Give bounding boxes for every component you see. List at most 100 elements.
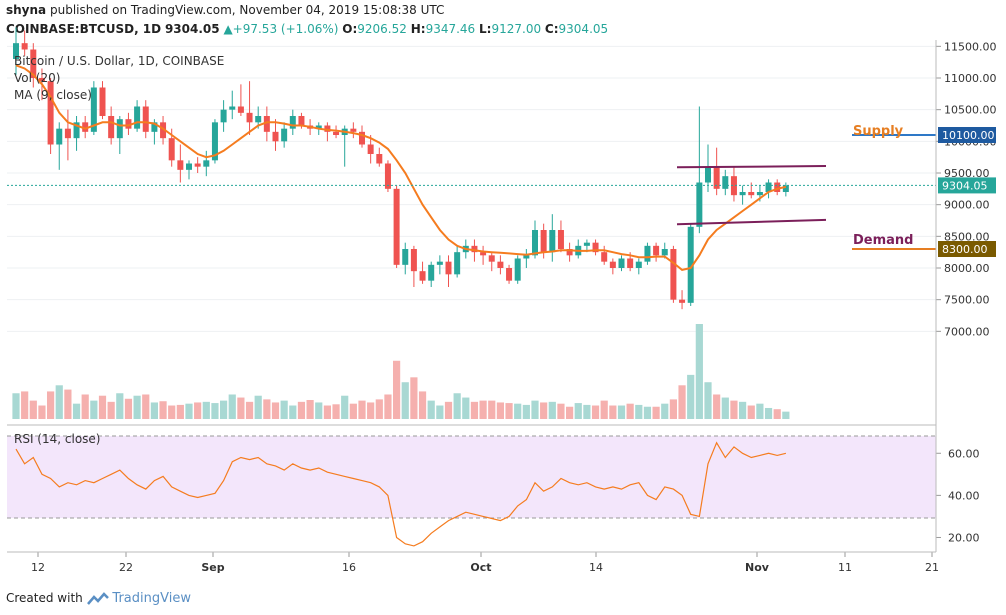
candle-body <box>428 264 435 281</box>
volume-bar <box>418 391 427 419</box>
volume-bar <box>427 400 435 419</box>
candle-body <box>333 131 340 135</box>
volume-bar <box>289 405 297 419</box>
time-tick-label: 16 <box>342 561 356 574</box>
candle-body <box>471 245 478 253</box>
price-tick-label: 8000.00 <box>944 262 990 275</box>
candle-body <box>186 163 192 170</box>
time-tick-label: Nov <box>745 561 770 574</box>
volume-bar <box>436 405 444 419</box>
volume-bar <box>548 401 556 419</box>
created-with: Created with <box>6 591 83 605</box>
volume-bar <box>522 404 530 419</box>
volume-bar <box>747 405 755 419</box>
channel-upper-line <box>676 165 827 169</box>
volume-bar <box>453 393 461 419</box>
volume-bar <box>185 403 193 419</box>
volume-bar <box>514 403 522 419</box>
volume-bar <box>263 399 271 419</box>
candle-body <box>644 245 651 262</box>
volume-bar <box>384 394 392 419</box>
candle-body <box>410 249 417 272</box>
volume-bar <box>228 394 236 419</box>
volume-bar <box>574 403 582 419</box>
candle-body <box>324 125 331 132</box>
time-tick-label: 22 <box>119 561 133 574</box>
volume-bar <box>12 393 20 419</box>
price-tag-label: 10100.00 <box>942 129 995 142</box>
open-label: O: <box>342 22 358 36</box>
candle-body <box>506 268 513 281</box>
price-tick-label: 11500.00 <box>944 40 997 53</box>
volume-bar <box>687 374 695 419</box>
candle-body <box>601 252 608 262</box>
volume-bar <box>159 401 167 419</box>
volume-bar <box>635 404 643 419</box>
volume-bar <box>194 402 202 419</box>
volume-bars <box>12 324 790 419</box>
volume-bar <box>739 401 747 419</box>
volume-bar <box>678 385 686 419</box>
volume-bar <box>462 397 470 419</box>
price-chart[interactable]: Supply Demand Bitcoin / U.S. Dollar, 1D,… <box>0 0 1006 590</box>
volume-bar <box>237 397 245 419</box>
vol-legend: Vol (20) <box>14 71 60 85</box>
candle-body <box>756 192 763 196</box>
volume-bar <box>505 403 513 419</box>
high-label: H: <box>410 22 426 36</box>
volume-bar <box>168 405 176 419</box>
price-tick-label: 7500.00 <box>944 294 990 307</box>
high-value: 9347.46 <box>425 22 476 36</box>
channel-lower-line <box>676 218 827 226</box>
price-tick-label: 9500.00 <box>944 167 990 180</box>
time-tick-label: Sep <box>201 561 224 574</box>
candle-body <box>367 144 374 154</box>
volume-bar <box>55 385 63 419</box>
candle-body <box>203 160 210 167</box>
candle-body <box>670 249 677 300</box>
price-tick-label: 9000.00 <box>944 199 990 212</box>
candle-body <box>480 252 487 256</box>
tradingview-logo-icon <box>86 591 109 605</box>
volume-bar <box>297 401 306 419</box>
symbol: COINBASE:BTCUSD, 1D <box>6 22 162 36</box>
low-value: 9127.00 <box>491 22 542 36</box>
volume-bar <box>271 402 280 419</box>
publisher-name: shyna <box>6 3 47 17</box>
supply-label: Supply <box>853 124 904 139</box>
volume-bar <box>782 411 790 419</box>
candle-body <box>454 252 461 275</box>
candle-body <box>64 128 71 139</box>
candle-body <box>21 43 28 50</box>
price-tag <box>938 241 996 257</box>
close-value: 9304.05 <box>558 22 609 36</box>
candle-body <box>592 242 599 253</box>
low-label: L: <box>479 22 492 36</box>
volume-bar <box>341 395 349 419</box>
price-tick-label: 11000.00 <box>944 72 997 85</box>
open-value: 9206.52 <box>357 22 407 36</box>
ma-legend: MA (9, close) <box>14 88 92 102</box>
volume-bar <box>98 395 107 419</box>
volume-bar <box>695 324 703 419</box>
candle-body <box>549 230 556 253</box>
rsi-legend: RSI (14, close) <box>14 432 100 446</box>
candle-body <box>687 226 694 303</box>
volume-bar <box>202 401 210 419</box>
candle-body <box>350 128 357 132</box>
price-tag <box>938 177 996 194</box>
volume-bar <box>488 400 496 419</box>
candle-body <box>532 230 538 256</box>
time-tick-label: 14 <box>589 561 603 574</box>
candle-body <box>713 166 720 189</box>
candle-body <box>705 166 711 183</box>
volume-bar <box>704 382 712 419</box>
candle-body <box>237 106 244 113</box>
candle-body <box>514 258 521 281</box>
time-tick-label: Oct <box>470 561 491 574</box>
volume-bar <box>444 401 453 419</box>
volume-bar <box>323 405 331 419</box>
candle-body <box>116 119 123 139</box>
volume-bar <box>410 377 418 419</box>
volume-bar <box>401 382 409 419</box>
